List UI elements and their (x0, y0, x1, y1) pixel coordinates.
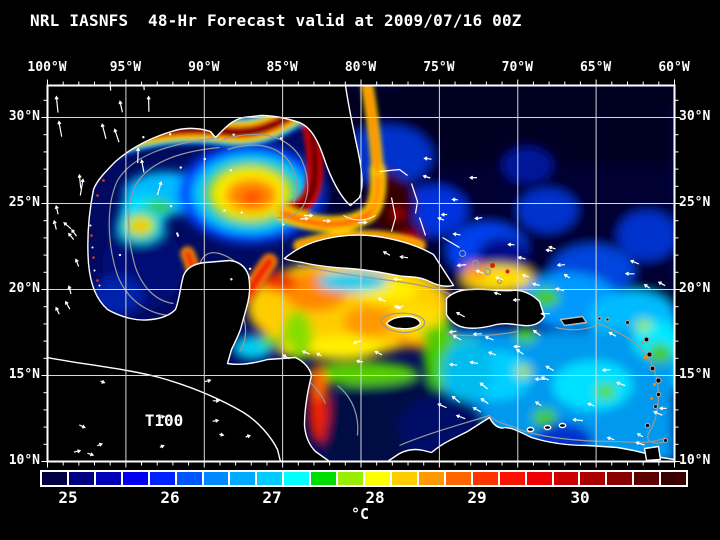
lon-tick-label: 80°W (344, 60, 377, 75)
lon-tick-label: 60°W (658, 60, 690, 75)
lat-tick-label-left: 30°N (8, 109, 40, 124)
colorbar-cell (633, 471, 661, 486)
colorbar-cell (417, 471, 445, 486)
colorbar-cell (606, 471, 634, 486)
colorbar-cell (525, 471, 553, 486)
colorbar-cell (148, 471, 176, 486)
lat-tick-label-left: 25°N (8, 195, 40, 210)
lon-tick-label: 95°W (109, 60, 142, 75)
colorbar-unit-label: °C (350, 505, 370, 523)
pacific-coastline (47, 356, 282, 462)
map-frame (46, 84, 676, 463)
puerto-rico-land (559, 315, 588, 327)
lat-tick-label-right: 25°N (679, 195, 711, 210)
cuba-land (283, 234, 455, 287)
colorbar-cell (94, 471, 122, 486)
colorbar-cell (552, 471, 580, 486)
colorbar-tick-label: 30 (570, 488, 590, 507)
lon-tick-label: 100°W (27, 60, 67, 75)
colorbar-cell (364, 471, 391, 486)
graticule (47, 85, 675, 462)
colorbar-cell (471, 471, 499, 486)
colorbar-cell (310, 471, 338, 486)
lat-tick-label-right: 10°N (679, 453, 711, 468)
abc-islands (526, 422, 567, 433)
colorbar-cell (256, 471, 284, 486)
island-warm-spots (640, 340, 657, 400)
colorbar-cell (67, 471, 95, 486)
lat-tick-label-left: 10°N (8, 453, 40, 468)
lon-tick-label: 85°W (266, 60, 298, 75)
lat-tick-label-left: 15°N (8, 367, 40, 382)
colorbar-tick-label: 26 (160, 488, 180, 507)
trinidad-land (643, 445, 662, 462)
florida-keys (343, 215, 376, 221)
lat-tick-label-right: 20°N (679, 281, 711, 296)
colorbar-cell (283, 471, 311, 486)
colorbar-cell (660, 471, 688, 486)
lesser-antilles-islands (597, 316, 669, 444)
lat-tick-label-right: 15°N (679, 367, 711, 382)
colorbar-cell (390, 471, 418, 486)
colorbar-tick-label: 27 (262, 488, 282, 507)
lon-tick-label: 90°W (188, 60, 220, 75)
south-america-land (386, 416, 675, 462)
colorbar (40, 470, 688, 487)
colorbar-cell (337, 471, 365, 486)
field-label: T100 (144, 411, 184, 430)
cay-warm-spot (490, 263, 495, 268)
hispaniola-land (445, 288, 546, 329)
colorbar-cell (444, 471, 472, 486)
current-vector-arrows (52, 85, 667, 457)
colorbar-tick-label: 29 (467, 488, 487, 507)
lon-tick-label: 65°W (579, 60, 612, 75)
model-boundary-band (399, 85, 675, 107)
colorbar-tick-label: 25 (58, 488, 78, 507)
colorbar-cell (202, 471, 230, 486)
jamaica-land (385, 315, 422, 330)
bathymetry-contours (108, 133, 666, 447)
coastal-specks (89, 179, 105, 287)
cay-warm-spot (505, 269, 510, 274)
colorbar-cell (229, 471, 257, 486)
colorbar-cell (175, 471, 203, 486)
lon-tick-label: 70°W (501, 60, 533, 75)
colorbar-tick-label: 28 (365, 488, 385, 507)
bahamas-islands (379, 168, 460, 249)
axis-ticks (41, 79, 681, 468)
colorbar-cell (121, 471, 149, 486)
lat-tick-label-right: 30°N (679, 109, 711, 124)
lon-tick-label: 75°W (423, 60, 455, 75)
lat-tick-label-left: 20°N (8, 281, 40, 296)
figure-title: NRL IASNFS 48-Hr Forecast valid at 2009/… (30, 11, 522, 30)
colorbar-cell (41, 471, 68, 486)
colorbar-cell (498, 471, 526, 486)
colorbar-cell (579, 471, 607, 486)
